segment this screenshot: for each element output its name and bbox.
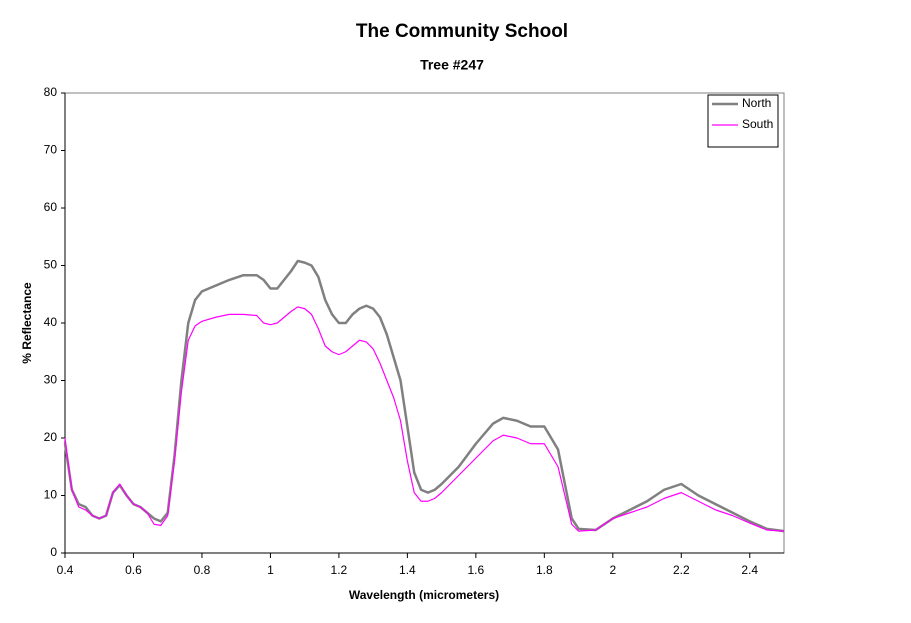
x-tick-label: 1.6: [468, 563, 485, 577]
x-tick-label: 1.4: [399, 563, 416, 577]
y-tick-label: 50: [44, 258, 58, 272]
legend-label: South: [742, 117, 773, 131]
y-tick-label: 60: [44, 200, 58, 214]
x-tick-label: 1.2: [331, 563, 348, 577]
x-tick-label: 2.2: [673, 563, 690, 577]
chart-title: The Community School: [356, 21, 568, 42]
data-line: [63, 259, 785, 533]
y-tick-label: 40: [44, 315, 58, 329]
y-tick-label: 30: [44, 373, 58, 387]
y-tick-label: 20: [44, 430, 58, 444]
y-tick-label: 80: [44, 85, 58, 99]
x-tick-label: 1.8: [536, 563, 553, 577]
x-tick-label: 2.4: [741, 563, 758, 577]
legend-label: North: [742, 96, 771, 110]
x-tick-label: 0.8: [194, 563, 211, 577]
chart-subtitle: Tree #247: [420, 57, 484, 73]
x-tick-label: 1: [267, 563, 274, 577]
x-tick-label: 2: [609, 563, 616, 577]
x-tick-label: 0.6: [125, 563, 142, 577]
x-tick-label: 0.4: [57, 563, 74, 577]
y-tick-label: 0: [50, 545, 57, 559]
x-axis-label: Wavelength (micrometers): [349, 588, 499, 602]
y-tick-label: 10: [44, 488, 58, 502]
y-tick-label: 70: [44, 143, 58, 157]
data-line: [64, 306, 785, 532]
y-axis-label: % Reflectance: [20, 282, 34, 364]
